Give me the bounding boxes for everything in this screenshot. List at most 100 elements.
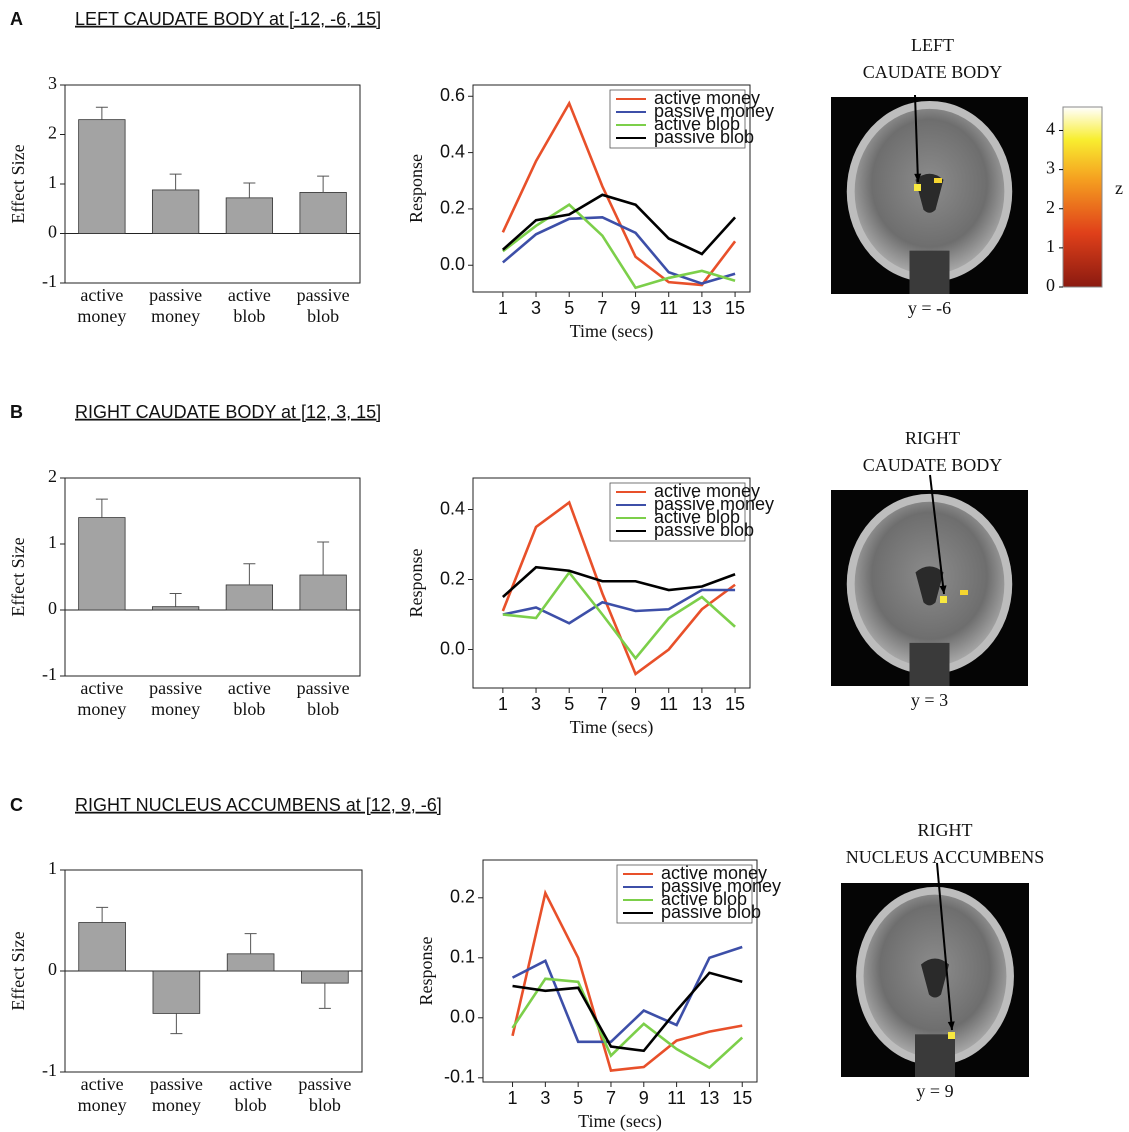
x-tick-label: 11 xyxy=(667,1088,686,1108)
x-tick-label: blob xyxy=(307,306,339,326)
x-tick-label: 13 xyxy=(692,694,712,714)
error-bar xyxy=(245,934,257,954)
x-tick-label: 13 xyxy=(692,298,712,318)
x-tick-label: money xyxy=(151,699,200,719)
y-tick-label: 1 xyxy=(48,172,57,192)
bar xyxy=(79,923,126,971)
activation xyxy=(948,1032,955,1039)
bar xyxy=(79,518,125,610)
y-tick-label: 0.0 xyxy=(440,254,465,274)
x-tick-label: 9 xyxy=(631,298,641,318)
x-tick-label: 3 xyxy=(531,694,541,714)
bar xyxy=(300,575,346,610)
x-tick-label: 15 xyxy=(732,1088,752,1108)
legend-label: passive blob xyxy=(654,520,754,540)
y-axis-label: Response xyxy=(416,936,436,1005)
x-tick-label: 1 xyxy=(498,298,508,318)
x-tick-label: 9 xyxy=(639,1088,649,1108)
x-tick-label: 5 xyxy=(573,1088,583,1108)
y-axis-label: Effect Size xyxy=(8,537,28,616)
bar xyxy=(301,971,348,983)
x-tick-label: 1 xyxy=(498,694,508,714)
x-tick-label: active xyxy=(81,1074,124,1094)
brain-label: CAUDATE BODY xyxy=(863,62,1003,82)
slice-label: y = -6 xyxy=(908,298,951,318)
error-bar xyxy=(170,174,182,190)
x-tick-label: passive xyxy=(297,678,350,698)
x-tick-label: active xyxy=(228,285,271,305)
panel-title: RIGHT NUCLEUS ACCUMBENS at [12, 9, -6] xyxy=(75,795,442,815)
legend-label: passive blob xyxy=(661,902,761,922)
x-tick-label: passive xyxy=(149,285,202,305)
y-tick-label: 1 xyxy=(48,532,57,552)
x-tick-label: blob xyxy=(233,306,265,326)
legend-label: passive blob xyxy=(654,127,754,147)
x-tick-label: blob xyxy=(235,1095,267,1115)
colorbar-tick-label: 3 xyxy=(1046,158,1055,178)
y-tick-label: 0.2 xyxy=(450,887,475,907)
y-axis-label: Response xyxy=(406,548,426,617)
x-axis-label: Time (secs) xyxy=(578,1111,662,1132)
x-tick-label: money xyxy=(77,306,126,326)
y-tick-label: 0 xyxy=(48,598,57,618)
series-line xyxy=(503,573,735,659)
x-tick-label: blob xyxy=(307,699,339,719)
x-tick-label: money xyxy=(78,1095,127,1115)
bar xyxy=(79,120,125,234)
x-tick-label: blob xyxy=(233,699,265,719)
activation xyxy=(940,596,947,603)
y-tick-label: 0 xyxy=(48,959,57,979)
error-bar xyxy=(170,594,182,607)
y-tick-label: 0.2 xyxy=(440,568,465,588)
x-tick-label: 11 xyxy=(659,694,678,714)
y-axis-label: Effect Size xyxy=(8,144,28,223)
x-tick-label: 5 xyxy=(564,694,574,714)
slice-label: y = 9 xyxy=(916,1081,953,1101)
x-tick-label: 5 xyxy=(564,298,574,318)
x-tick-label: passive xyxy=(150,1074,203,1094)
x-tick-label: passive xyxy=(149,678,202,698)
colorbar-tick-label: 2 xyxy=(1046,197,1055,217)
y-tick-label: -0.1 xyxy=(444,1067,475,1087)
error-bar xyxy=(96,107,108,119)
error-bar xyxy=(96,499,108,517)
y-tick-label: 0.4 xyxy=(440,141,465,161)
panel-letter: A xyxy=(10,9,23,29)
y-tick-label: -1 xyxy=(42,1060,57,1080)
bar xyxy=(153,971,200,1013)
y-axis-label: Effect Size xyxy=(8,931,28,1010)
y-tick-label: 2 xyxy=(48,466,57,486)
brainstem xyxy=(910,251,950,294)
colorbar-tick-label: 4 xyxy=(1046,119,1055,139)
x-tick-label: active xyxy=(80,285,123,305)
y-tick-label: 0.0 xyxy=(450,1007,475,1027)
x-tick-label: 15 xyxy=(725,298,745,318)
x-axis-label: Time (secs) xyxy=(570,717,654,738)
colorbar xyxy=(1063,107,1102,287)
panel-title: RIGHT CAUDATE BODY at [12, 3, 15] xyxy=(75,402,381,422)
error-bar xyxy=(317,176,329,192)
slice-label: y = 3 xyxy=(911,690,948,710)
brainstem xyxy=(910,643,950,686)
x-tick-label: 7 xyxy=(597,298,607,318)
x-tick-label: passive xyxy=(298,1074,351,1094)
brain-label: LEFT xyxy=(911,35,954,55)
x-tick-label: 13 xyxy=(699,1088,719,1108)
y-tick-label: 3 xyxy=(48,73,57,93)
y-tick-label: 0.1 xyxy=(450,947,475,967)
bar xyxy=(300,192,346,233)
x-tick-label: blob xyxy=(309,1095,341,1115)
colorbar-label: z xyxy=(1115,178,1123,198)
x-tick-label: active xyxy=(229,1074,272,1094)
y-tick-label: -1 xyxy=(42,271,57,291)
x-tick-label: 3 xyxy=(531,298,541,318)
activation xyxy=(960,590,968,595)
figure: ALEFT CAUDATE BODY at [-12, -6, 15]LEFTC… xyxy=(0,0,1129,1132)
brainstem xyxy=(915,1034,955,1077)
bar xyxy=(227,954,274,971)
series-line xyxy=(503,567,735,597)
y-tick-label: 1 xyxy=(48,858,57,878)
x-tick-label: passive xyxy=(297,285,350,305)
x-axis-label: Time (secs) xyxy=(570,321,654,342)
y-tick-label: 0.4 xyxy=(440,498,465,518)
